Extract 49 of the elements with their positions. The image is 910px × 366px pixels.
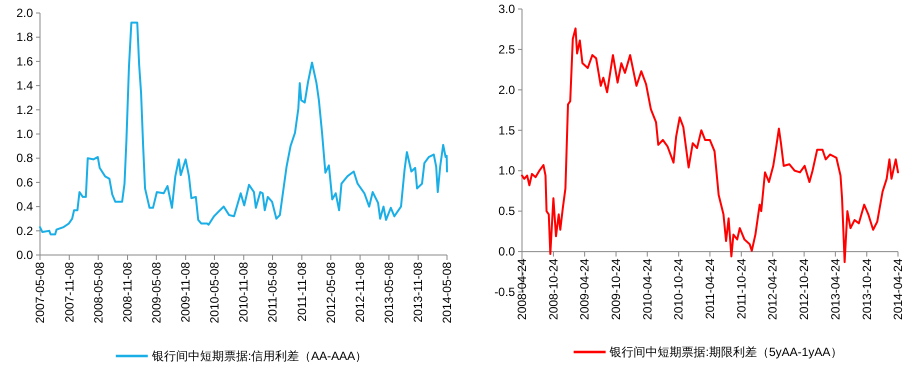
x-tick-label: 2014-04-24 bbox=[891, 258, 905, 320]
x-tick-label: 2011-05-08 bbox=[266, 262, 280, 322]
y-tick-label: 1.6 bbox=[16, 54, 34, 68]
x-tick-label: 2009-04-24 bbox=[578, 258, 592, 320]
x-tick-label: 2013-05-08 bbox=[382, 262, 396, 324]
y-tick-label: 0.8 bbox=[16, 151, 34, 166]
x-tick-label: 2012-11-08 bbox=[353, 262, 368, 322]
x-tick-label: 2009-05-08 bbox=[149, 262, 164, 324]
x-tick-label: 2010-10-24 bbox=[672, 258, 686, 320]
x-tick-label: 2009-10-24 bbox=[609, 258, 624, 320]
x-tick-label: 2008-10-24 bbox=[546, 258, 560, 320]
x-tick-label: 2013-04-24 bbox=[828, 258, 842, 320]
y-tick-label: 0.5 bbox=[498, 204, 516, 218]
x-tick-label: 2007-05-08 bbox=[33, 262, 47, 324]
x-tick-label: 2013-11-08 bbox=[411, 262, 426, 322]
x-tick-label: 2010-04-24 bbox=[640, 258, 654, 320]
x-tick-label: 2008-05-08 bbox=[91, 262, 106, 324]
legend: 银行间中短期票据:信用利差（AA-AAA） bbox=[116, 349, 368, 363]
x-tick-label: 2012-10-24 bbox=[797, 258, 812, 320]
x-tick-label: 2008-04-24 bbox=[515, 258, 529, 320]
y-tick-label: 2.5 bbox=[498, 42, 516, 56]
x-tick-label: 2010-05-08 bbox=[207, 262, 222, 324]
x-tick-label: 2012-05-08 bbox=[324, 262, 338, 324]
y-tick-label: 1.0 bbox=[16, 127, 34, 141]
y-tick-label: 1.4 bbox=[16, 78, 34, 93]
x-tick-label: 2011-10-24 bbox=[734, 258, 748, 320]
y-tick-label: 1.0 bbox=[498, 164, 516, 178]
y-tick-label: -0.5 bbox=[494, 285, 516, 299]
x-tick-label: 2013-10-24 bbox=[860, 258, 874, 320]
x-tick-label: 2012-04-24 bbox=[766, 258, 780, 320]
y-tick-label: 0.6 bbox=[16, 175, 34, 190]
y-tick-label: 0.0 bbox=[498, 244, 516, 259]
x-tick-label: 2007-11-08 bbox=[62, 262, 76, 322]
y-tick-label: 3.0 bbox=[498, 2, 516, 16]
y-tick-label: 2.0 bbox=[16, 6, 34, 20]
x-tick-label: 2011-11-08 bbox=[294, 262, 309, 322]
y-tick-label: 1.2 bbox=[16, 102, 34, 117]
y-tick-label: 0.0 bbox=[16, 248, 34, 262]
x-tick-label: 2011-04-24 bbox=[702, 258, 717, 320]
y-tick-label: 0.4 bbox=[16, 200, 34, 214]
y-tick-label: 1.8 bbox=[16, 30, 34, 44]
y-tick-label: 0.2 bbox=[16, 224, 34, 238]
y-tick-label: 1.5 bbox=[498, 123, 516, 138]
x-tick-label: 2014-05-08 bbox=[440, 262, 454, 324]
x-tick-label: 2009-11-08 bbox=[178, 262, 193, 322]
x-tick-label: 2008-11-08 bbox=[120, 262, 135, 322]
legend: 银行间中短期票据:期限利差（5yAA-1yAA） bbox=[574, 345, 842, 359]
y-tick-label: 2.0 bbox=[498, 82, 516, 97]
x-tick-label: 2010-11-08 bbox=[236, 262, 251, 322]
